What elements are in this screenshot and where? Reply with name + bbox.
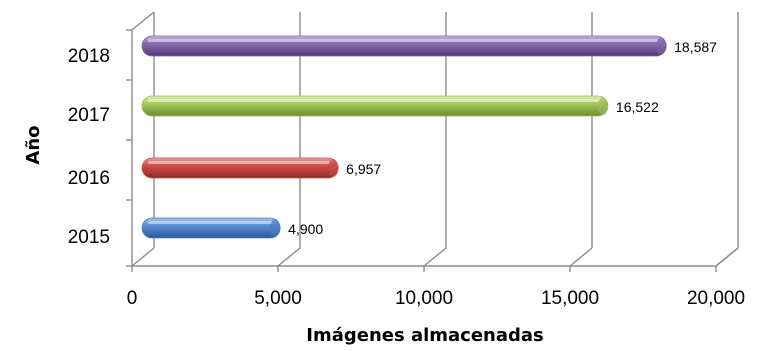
data-label: 16,522 (616, 99, 659, 115)
x-tick-label: 5,000 (254, 288, 302, 309)
y-tick-label: 2018 (68, 46, 110, 67)
data-label: 18,587 (674, 39, 717, 55)
y-axis-title: Año (23, 125, 44, 164)
floor-gridline (569, 247, 593, 267)
bar-highlight (148, 39, 659, 42)
x-tick-label: 10,000 (395, 288, 453, 309)
floor-gridline (423, 247, 447, 267)
tick-labels: 0 5,000 10,000 15,000 20,000 2015 2016 2017 2018 (68, 46, 745, 309)
bar-end-cap (656, 37, 667, 55)
x-tick-label: 20,000 (687, 288, 745, 309)
data-label: 4,900 (288, 221, 323, 237)
bar-end-cap (270, 219, 281, 237)
axes (126, 11, 739, 272)
data-labels: 4,900 6,957 16,522 18,587 (288, 39, 717, 237)
y-tick-label: 2015 (68, 227, 110, 248)
bar-2015 (141, 217, 281, 239)
bar-end-cap (328, 159, 339, 177)
data-label: 6,957 (346, 161, 381, 177)
bar-end-cap (597, 97, 608, 115)
bars (141, 35, 667, 239)
y-tick-label: 2017 (68, 105, 110, 126)
bar-highlight (148, 99, 600, 102)
x-tick-label: 0 (127, 288, 138, 309)
x-tick-label: 15,000 (541, 288, 599, 309)
floor-gridline (131, 247, 155, 267)
bar-2018 (141, 35, 667, 57)
bar-highlight (148, 161, 331, 164)
bar-2017 (141, 95, 609, 117)
x-axis-title: Imágenes almacenadas (306, 325, 544, 346)
floor-gridline (277, 247, 301, 267)
y-tick-label: 2016 (68, 168, 110, 189)
bar-2016 (141, 157, 339, 179)
bar-highlight (148, 221, 273, 224)
